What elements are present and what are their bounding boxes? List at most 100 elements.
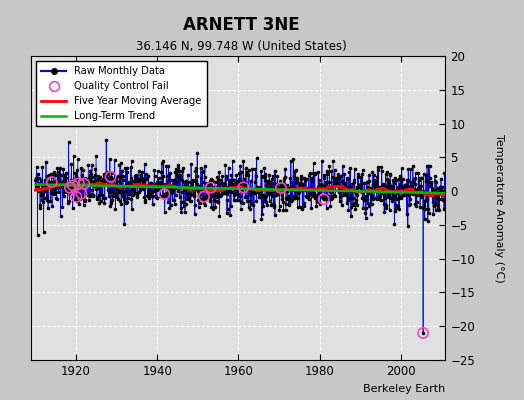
Point — [263, 202, 271, 208]
Point — [252, 173, 260, 179]
Point — [200, 186, 208, 192]
Point — [167, 190, 176, 196]
Point — [105, 189, 113, 195]
Point — [216, 180, 225, 186]
Point — [255, 194, 263, 200]
Point — [192, 164, 200, 171]
Point — [293, 178, 301, 185]
Point — [401, 181, 410, 188]
Legend: Raw Monthly Data, Quality Control Fail, Five Year Moving Average, Long-Term Tren: Raw Monthly Data, Quality Control Fail, … — [37, 61, 207, 126]
Point — [115, 178, 124, 185]
Point — [32, 174, 40, 181]
Point — [150, 167, 158, 173]
Point — [250, 188, 258, 194]
Point — [406, 201, 414, 208]
Point — [67, 177, 75, 184]
Point — [210, 196, 219, 203]
Point — [36, 188, 45, 194]
Point — [276, 178, 284, 184]
Point — [151, 184, 159, 191]
Point — [112, 191, 120, 198]
Point — [441, 205, 449, 211]
Point — [81, 176, 90, 182]
Point — [97, 178, 106, 184]
Point — [90, 177, 98, 184]
Point — [155, 175, 163, 182]
Point — [120, 196, 128, 202]
Point — [48, 203, 56, 209]
Point — [294, 188, 303, 195]
Point — [241, 179, 249, 185]
Point — [72, 194, 81, 200]
Point — [188, 191, 196, 198]
Point — [356, 182, 364, 188]
Point — [352, 186, 361, 193]
Point — [335, 186, 343, 192]
Point — [399, 185, 407, 192]
Point — [176, 172, 184, 178]
Point — [345, 188, 354, 194]
Point — [37, 190, 46, 197]
Point — [89, 192, 97, 199]
Point — [357, 180, 365, 186]
Point — [193, 181, 201, 188]
Point — [311, 194, 320, 201]
Point — [431, 172, 439, 179]
Point — [369, 196, 377, 202]
Point — [379, 200, 388, 207]
Point — [356, 184, 364, 190]
Point — [215, 213, 224, 219]
Point — [88, 186, 96, 193]
Point — [122, 200, 130, 206]
Point — [92, 177, 101, 183]
Point — [168, 182, 176, 189]
Point — [109, 192, 117, 198]
Point — [91, 172, 99, 178]
Point — [141, 196, 149, 203]
Point — [380, 209, 388, 215]
Point — [325, 163, 334, 170]
Point — [250, 218, 258, 224]
Point — [133, 194, 141, 201]
Point — [60, 192, 68, 199]
Point — [420, 170, 428, 177]
Point — [406, 183, 414, 189]
Point — [375, 185, 383, 192]
Point — [337, 202, 346, 208]
Point — [43, 180, 52, 187]
Point — [163, 177, 172, 184]
Point — [389, 183, 398, 190]
Point — [214, 177, 222, 183]
Point — [400, 191, 409, 197]
Point — [419, 188, 427, 194]
Point — [391, 192, 399, 199]
Point — [188, 185, 196, 192]
Point — [141, 199, 150, 205]
Point — [41, 187, 50, 193]
Point — [63, 200, 72, 206]
Point — [168, 188, 176, 195]
Point — [40, 177, 49, 184]
Point — [389, 193, 398, 200]
Point — [379, 181, 387, 187]
Point — [253, 155, 261, 161]
Point — [105, 187, 113, 193]
Point — [178, 177, 186, 184]
Point — [190, 192, 198, 199]
Point — [124, 183, 132, 190]
Point — [435, 207, 443, 213]
Point — [292, 179, 300, 186]
Point — [170, 177, 178, 183]
Point — [181, 209, 189, 215]
Point — [80, 181, 88, 188]
Point — [261, 199, 270, 206]
Point — [68, 180, 76, 187]
Point — [341, 180, 350, 186]
Point — [291, 167, 300, 174]
Point — [42, 181, 50, 187]
Point — [255, 193, 263, 200]
Point — [189, 178, 198, 184]
Point — [350, 179, 358, 186]
Point — [325, 179, 333, 186]
Point — [243, 193, 251, 199]
